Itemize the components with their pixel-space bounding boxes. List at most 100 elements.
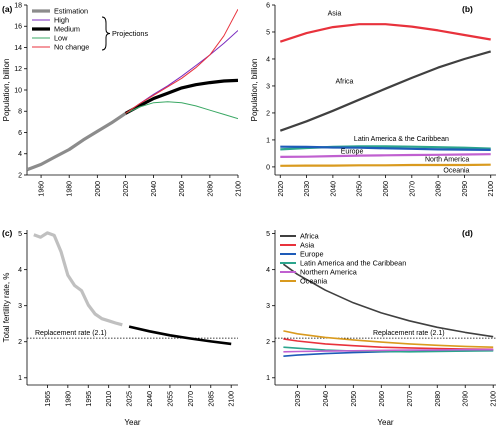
series-label-north-america: North America <box>425 157 469 164</box>
panel-label: (b) <box>462 4 473 14</box>
x-tick-label: 2040 <box>323 391 330 407</box>
series-line-latin-america-and-the-caribbean <box>283 346 494 353</box>
series-line-africa <box>282 263 494 338</box>
y-tick-label: 2 <box>266 110 270 117</box>
y-axis-title: Total fertility rate, % <box>2 273 11 343</box>
series-group <box>27 8 238 172</box>
series-line-oceania <box>283 330 494 348</box>
x-tick-label: 2060 <box>383 181 390 197</box>
panel-a: (a) 2 4 6 8 10 12 14 16 18 1960 1980 2000 2020 2040 206… <box>2 2 243 196</box>
series-line-oceania <box>280 163 491 167</box>
panel-c: (c) 1 2 3 4 5 1965 1980 1995 2010 2025 2040 2055 2070… <box>2 228 238 427</box>
series-group <box>279 23 492 167</box>
series-line-medium <box>124 78 238 115</box>
x-tick-label: 2085 <box>208 391 215 407</box>
y-tick-label: 5 <box>18 231 22 238</box>
x-tick-label: 2000 <box>95 181 102 197</box>
x-tick-label: 2030 <box>304 181 311 197</box>
x-tick-label: 2090 <box>462 181 469 197</box>
y-tick-label: 3 <box>266 83 270 90</box>
x-tick-label: 2030 <box>295 391 302 407</box>
x-tick-label: 2080 <box>436 181 443 197</box>
legend-label: Medium <box>54 25 80 34</box>
series-line-north-america <box>280 153 491 158</box>
x-tick-label: 2040 <box>151 181 158 197</box>
replacement-rate-label: Replacement rate (2.1) <box>373 330 445 337</box>
replacement-rate-label: Replacement rate (2.1) <box>35 330 107 337</box>
y-tick-label: 5 <box>266 231 270 238</box>
series-label-africa: Africa <box>336 78 354 85</box>
series-line-northern-america <box>283 348 494 353</box>
x-tick-label: 2060 <box>379 391 386 407</box>
x-tick-label: 2040 <box>147 391 154 407</box>
y-tick-label: 4 <box>18 151 22 158</box>
y-tick-label: 18 <box>14 2 22 9</box>
series-line-estimation <box>33 231 123 327</box>
series-line-asia <box>283 338 494 351</box>
panel-label: (a) <box>2 4 13 14</box>
legend-label: Africa <box>300 232 320 241</box>
legend-label: Estimation <box>54 7 88 16</box>
x-tick-label: 2040 <box>330 181 337 197</box>
y-tick-label: 3 <box>18 303 22 310</box>
x-tick-label: 2070 <box>409 181 416 197</box>
series-line-estimation <box>27 112 127 172</box>
y-tick-label: 8 <box>18 109 22 116</box>
projections-brace <box>101 16 111 51</box>
y-tick-label: 1 <box>266 375 270 382</box>
series-line-europe <box>280 145 491 151</box>
x-tick-label: 2060 <box>179 181 186 197</box>
legend-label: Northern America <box>300 268 358 277</box>
y-tick-label: 2 <box>18 339 22 346</box>
x-tick-label: 2080 <box>207 181 214 197</box>
y-tick-label: 6 <box>266 2 270 9</box>
x-tick-label: 2090 <box>463 391 470 407</box>
series-group <box>282 263 494 357</box>
x-tick-label: 2100 <box>236 181 243 197</box>
x-tick-label: 2025 <box>127 391 134 407</box>
x-tick-label: 1960 <box>39 181 46 197</box>
x-tick-label: 1980 <box>65 391 72 407</box>
y-axis-title: Population, billion <box>250 59 259 122</box>
series-line-low <box>125 101 238 120</box>
y-tick-label: 14 <box>14 45 22 52</box>
y-tick-label: 5 <box>266 29 270 36</box>
y-tick-label: 6 <box>18 130 22 137</box>
y-tick-label: 1 <box>266 137 270 144</box>
x-tick-label: 2050 <box>357 181 364 197</box>
panel-label: (d) <box>462 228 473 238</box>
x-tick-label: 1980 <box>67 181 74 197</box>
y-tick-label: 4 <box>266 267 270 274</box>
x-tick-label: 2010 <box>106 391 113 407</box>
series-line-projection <box>128 325 232 346</box>
series-line-high <box>125 30 238 114</box>
series-line-asia <box>279 23 491 43</box>
legend-label: Oceania <box>300 277 328 286</box>
x-tick-label: 2070 <box>188 391 195 407</box>
x-tick-label: 2100 <box>491 391 498 407</box>
y-tick-label: 2 <box>266 339 270 346</box>
y-tick-label: 3 <box>266 303 270 310</box>
y-tick-label: 10 <box>14 87 22 94</box>
y-tick-label: 2 <box>18 172 22 179</box>
series-label-oceania: Oceania <box>443 167 469 174</box>
x-tick-label: 1995 <box>86 391 93 407</box>
y-tick-label: 4 <box>18 267 22 274</box>
x-axis-title: Year <box>124 418 141 427</box>
x-tick-label: 2100 <box>229 391 236 407</box>
y-tick-label: 1 <box>18 375 22 382</box>
legend-label: Asia <box>300 241 315 250</box>
series-group <box>33 231 232 346</box>
series-line-africa <box>279 50 492 132</box>
series-line-no-change <box>125 8 238 114</box>
x-tick-label: 2080 <box>435 391 442 407</box>
panel-label: (c) <box>2 228 13 238</box>
series-label-asia: Asia <box>328 10 342 17</box>
y-tick-label: 16 <box>14 24 22 31</box>
projections-label: Projections <box>112 29 148 38</box>
x-tick-label: 2100 <box>488 181 495 197</box>
series-label-europe: Europe <box>341 149 364 156</box>
y-tick-label: 4 <box>266 56 270 63</box>
panel-b: (b) 0 1 2 3 4 5 6 2020 2030 2040 2050 2060 2070 2080 20… <box>250 2 496 197</box>
